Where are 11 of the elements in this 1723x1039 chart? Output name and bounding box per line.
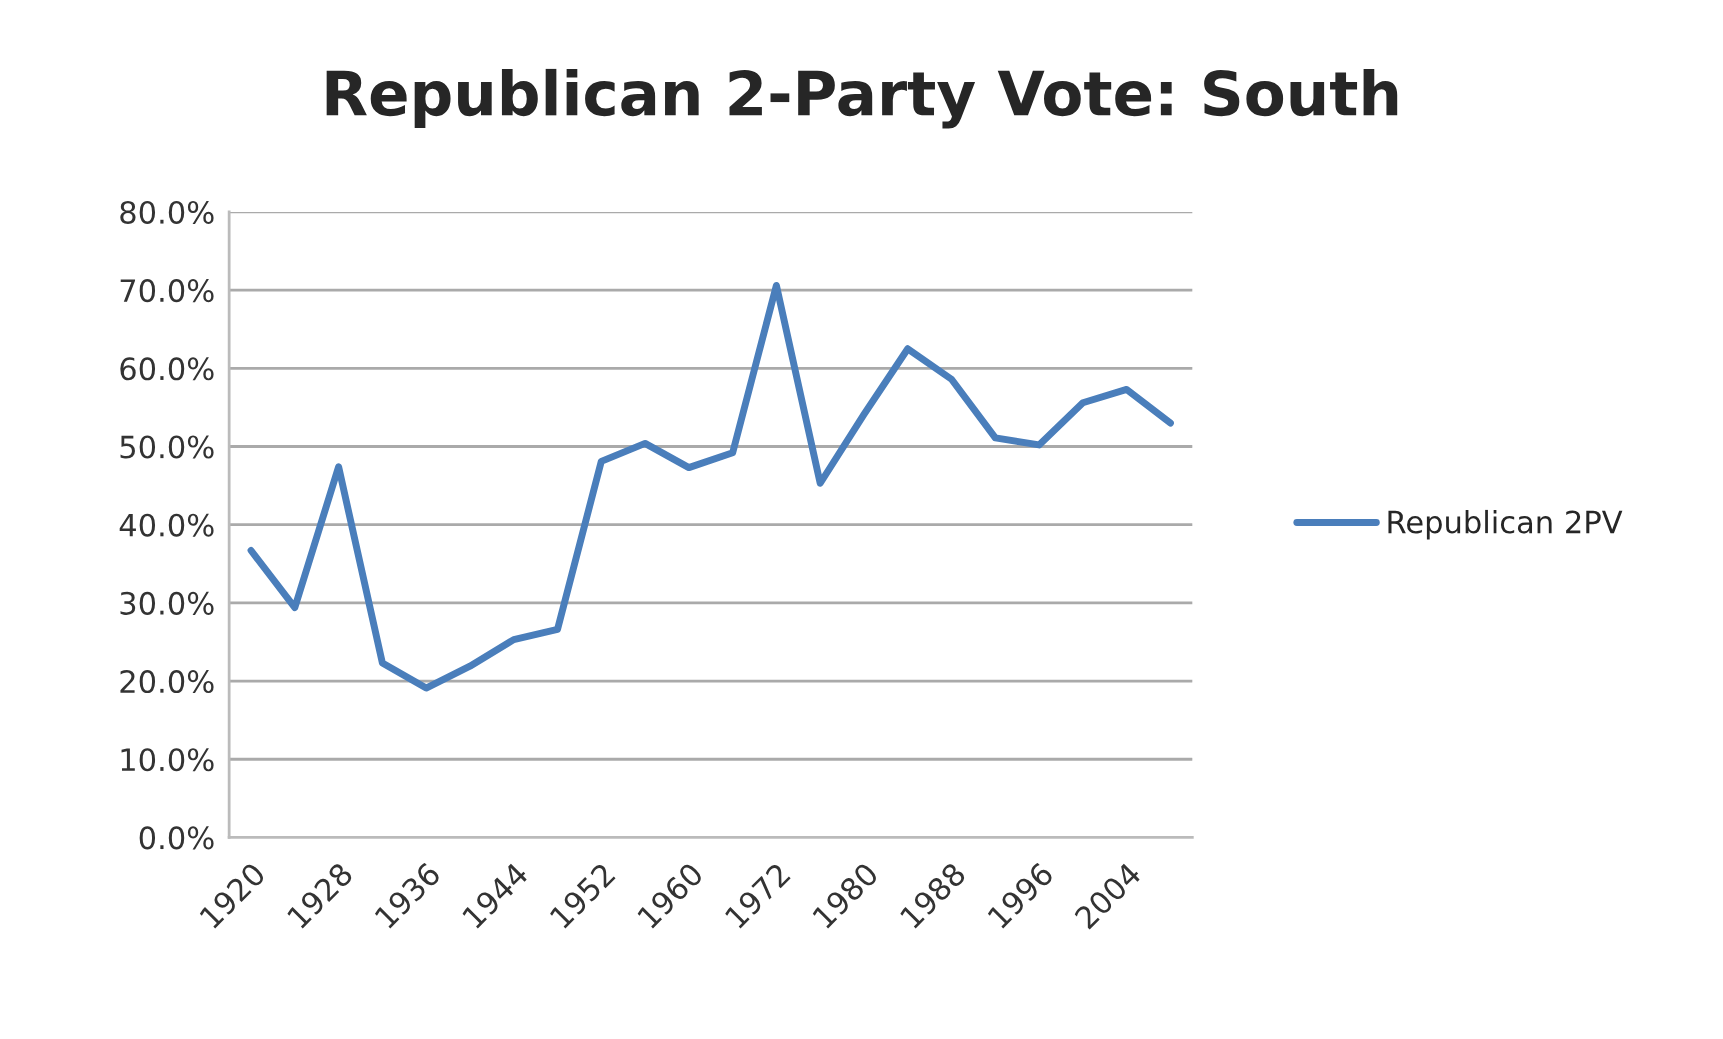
y-tick-label: 30.0% <box>120 591 214 615</box>
y-tick-label: 10.0% <box>121 748 214 772</box>
chart-title: Republican 2-Party Vote: South <box>326 68 1398 129</box>
y-tick-label: 0.0% <box>139 826 214 850</box>
y-tick-label: 80.0% <box>120 200 214 224</box>
legend-label: Republican 2PV <box>1388 509 1623 540</box>
y-tick-label: 40.0% <box>119 513 214 537</box>
y-tick-label: 20.0% <box>120 670 214 694</box>
y-tick-label: 70.0% <box>120 279 214 303</box>
y-tick-label: 50.0% <box>120 435 214 459</box>
y-tick-label: 60.0% <box>120 357 214 381</box>
